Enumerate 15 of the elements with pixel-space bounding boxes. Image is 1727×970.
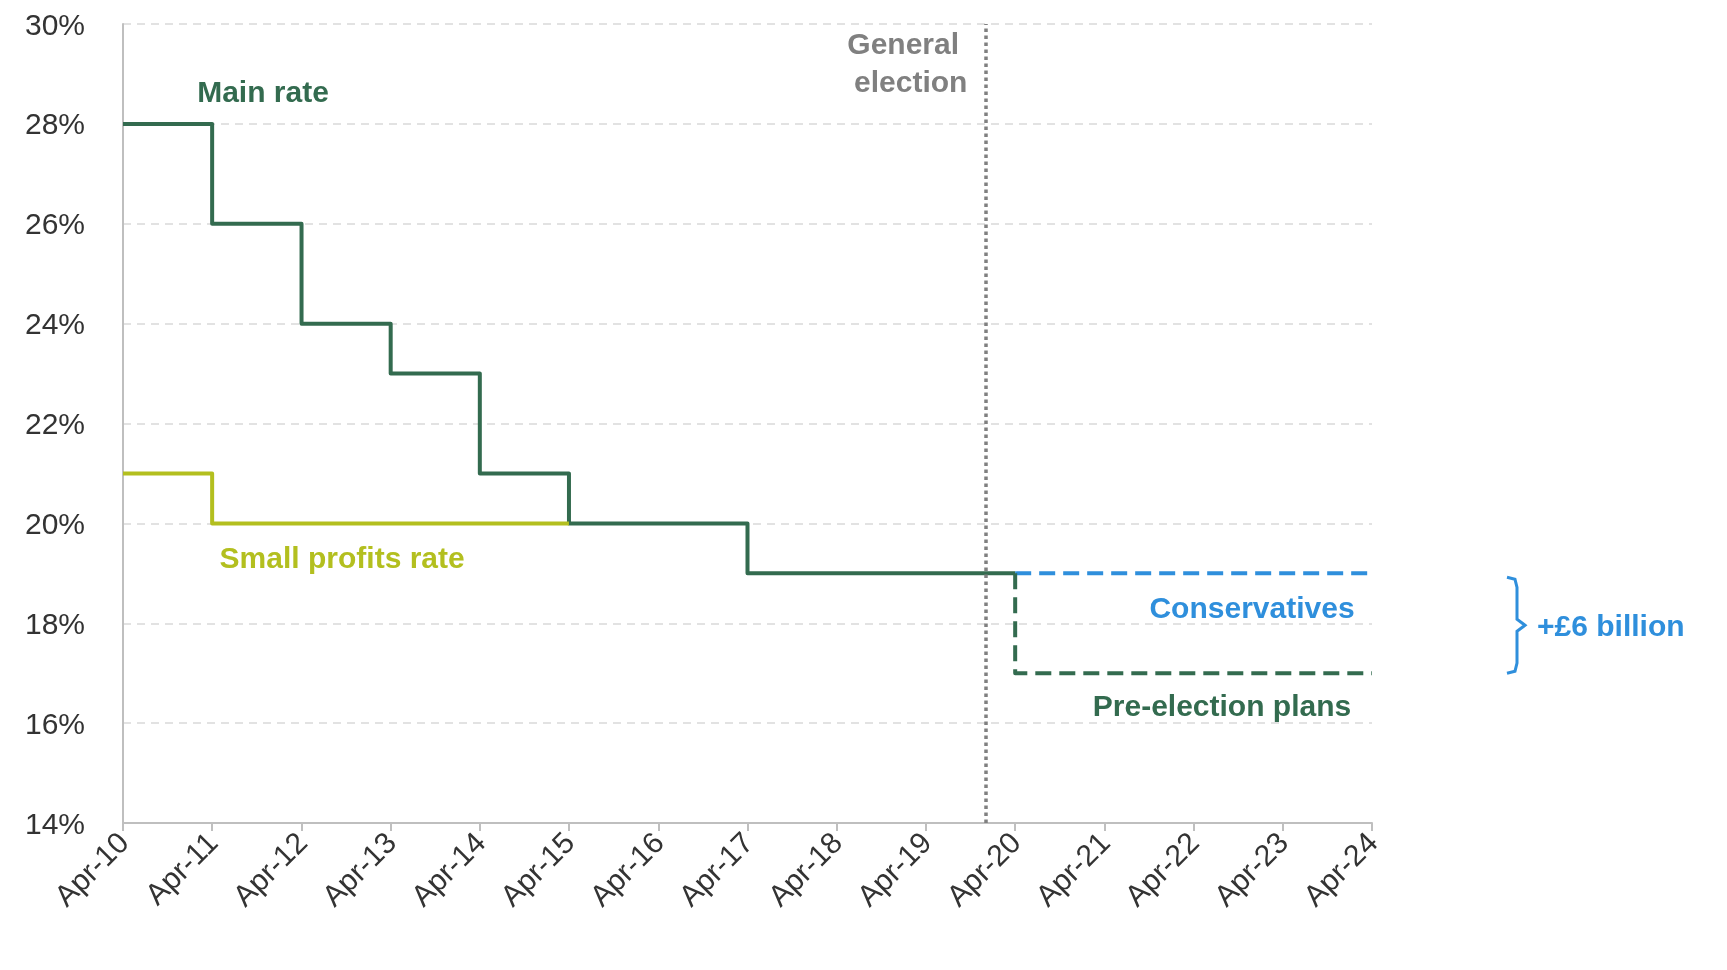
series-label: Pre-election plans bbox=[1092, 688, 1352, 722]
series-label: Main rate bbox=[197, 75, 329, 109]
y-tick-label: 16% bbox=[24, 706, 85, 740]
y-tick-label: 26% bbox=[24, 207, 85, 241]
series-label: Small profits rate bbox=[219, 540, 465, 574]
y-tick-label: 14% bbox=[24, 806, 85, 840]
y-tick-label: 28% bbox=[24, 107, 85, 141]
ref-line-label: General election bbox=[847, 26, 968, 98]
y-tick-label: 22% bbox=[24, 407, 85, 440]
y-tick-label: 20% bbox=[24, 506, 85, 540]
y-tick-label: 18% bbox=[24, 606, 85, 640]
series-label: Conservatives bbox=[1149, 590, 1355, 624]
y-tick-label: 30% bbox=[24, 7, 85, 41]
text: +£6 billion bbox=[1537, 608, 1685, 642]
y-tick-label: 24% bbox=[24, 307, 85, 341]
